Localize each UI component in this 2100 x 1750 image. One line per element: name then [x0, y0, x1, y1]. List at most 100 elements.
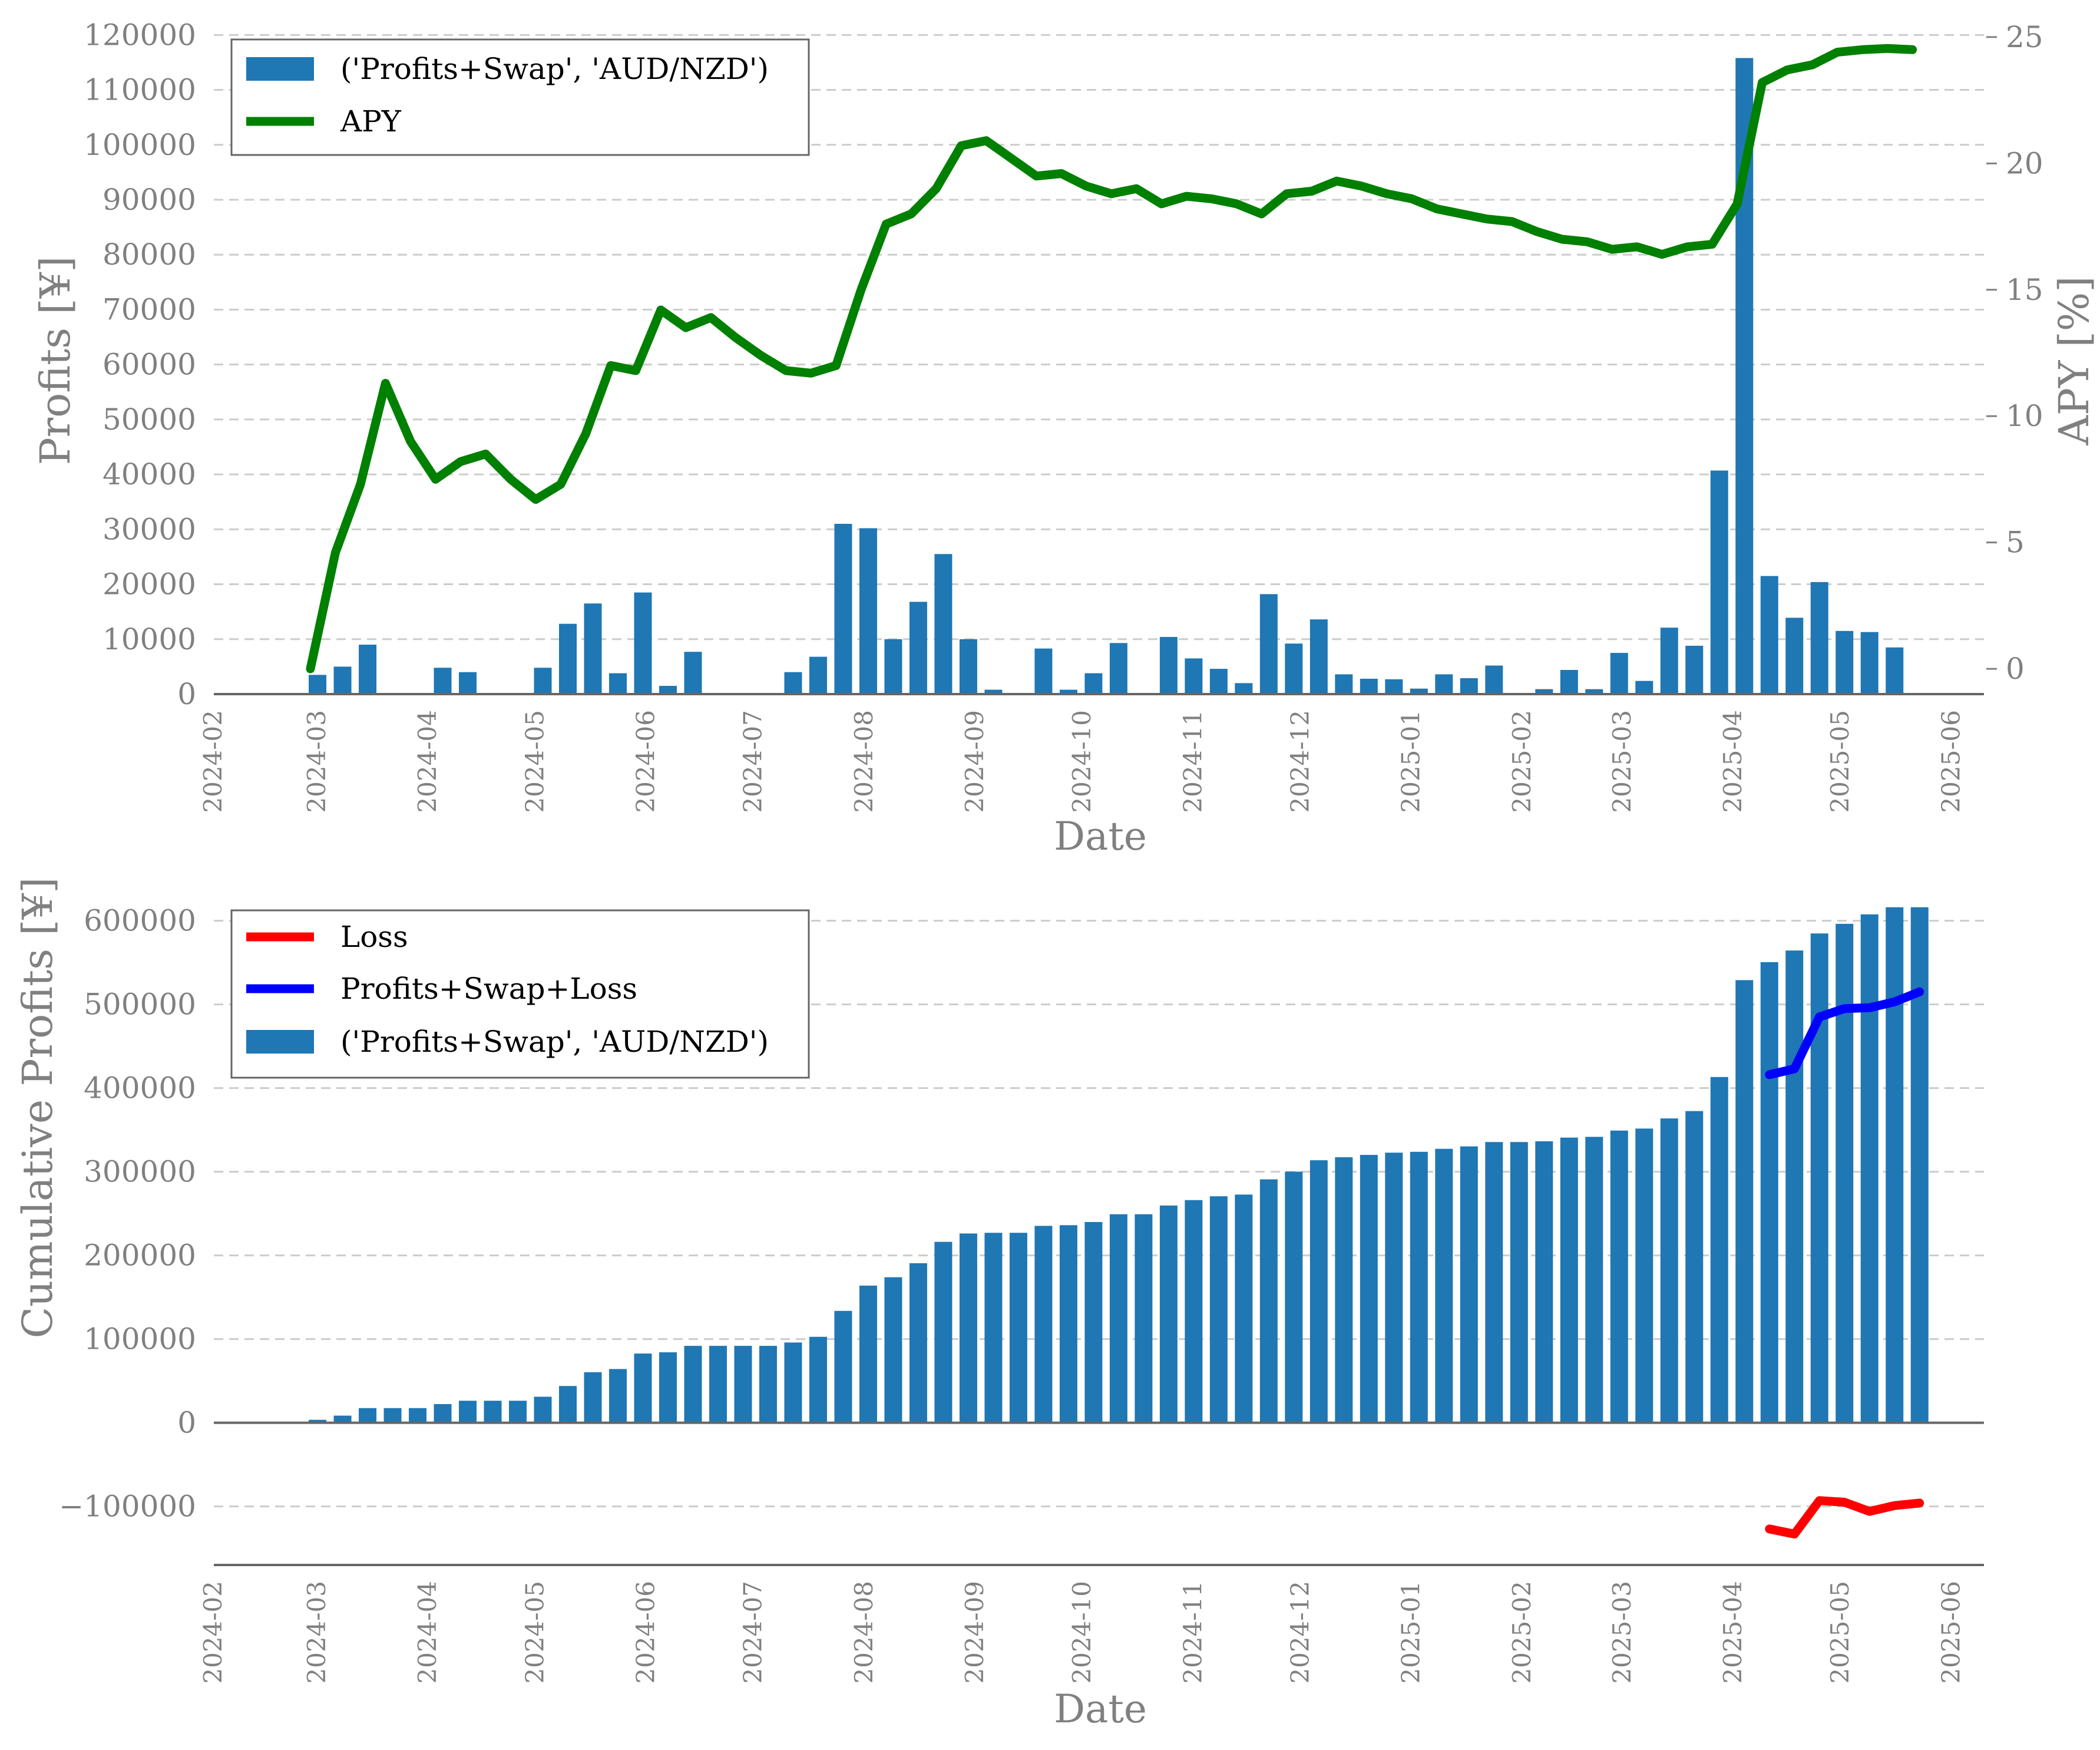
top-y-axis-label: Profits [¥] — [31, 256, 80, 465]
top-y-tick-label: 30000 — [102, 512, 196, 546]
cumulative-profit-bar — [509, 1401, 527, 1423]
top-profit-bar — [1259, 594, 1278, 694]
bottom-x-axis-label: Date — [1054, 1686, 1147, 1732]
top-profit-bar — [459, 672, 477, 694]
cumulative-profit-bar — [959, 1233, 977, 1423]
cumulative-profit-bar — [333, 1415, 352, 1423]
top-profit-bar — [1159, 637, 1178, 694]
cumulative-profit-bar — [1159, 1205, 1178, 1423]
cumulative-profit-bar — [1610, 1130, 1628, 1423]
top-profit-bar — [1435, 674, 1453, 694]
top-profit-bar — [608, 673, 627, 694]
top-x-axis-label: Date — [1054, 814, 1147, 859]
top-profit-bar — [809, 656, 827, 694]
cumulative-profit-bar — [383, 1408, 402, 1423]
x-tick-label: 2024-11 — [1178, 1581, 1207, 1684]
cumulative-profit-bar — [709, 1346, 727, 1423]
cumulative-profit-bar — [1109, 1214, 1127, 1423]
cumulative-profit-bar — [608, 1369, 627, 1423]
top-y-tick-label: 110000 — [84, 73, 196, 107]
cumulative-profit-bar — [1785, 950, 1804, 1423]
cumulative-profit-bar — [884, 1277, 902, 1423]
top-profit-bar — [1185, 658, 1203, 694]
bottom-y-tick-label: 400000 — [84, 1071, 196, 1105]
x-tick-label: 2024-07 — [739, 1581, 768, 1684]
cumulative-profit-bar — [1685, 1111, 1704, 1423]
top-profit-bar — [434, 668, 452, 694]
top-legend-label-apy: APY — [340, 104, 402, 138]
cumulative-profit-bar — [1410, 1151, 1428, 1423]
top-bars — [309, 58, 1904, 694]
cumulative-profit-bar — [434, 1404, 452, 1423]
x-tick-label: 2024-11 — [1178, 710, 1207, 813]
top-profit-bar — [634, 592, 652, 694]
top-profit-bar — [1335, 674, 1353, 694]
top-y2-tick-label: 0 — [2006, 652, 2025, 686]
top-y-tick-label: 40000 — [102, 457, 196, 491]
bottom-y-tick-labels: −100000 0 100000 200000 300000 400000 500000 60… — [59, 904, 196, 1524]
top-profit-bar — [1084, 673, 1103, 694]
cumulative-profit-bar — [409, 1408, 427, 1423]
cumulative-profit-bar — [459, 1401, 477, 1423]
top-y-tick-label: 0 — [177, 677, 196, 711]
cumulative-profit-bar — [1735, 980, 1754, 1423]
x-tick-label: 2025-06 — [1936, 1581, 1965, 1684]
cumulative-profit-bar — [1535, 1141, 1553, 1423]
top-legend: ('Profits+Swap', 'AUD/NZD') APY — [230, 38, 810, 156]
cumulative-profit-bar — [359, 1408, 377, 1423]
top-legend-label-profits-swap: ('Profits+Swap', 'AUD/NZD') — [340, 52, 769, 86]
x-tick-label: 2025-01 — [1397, 1581, 1426, 1684]
x-tick-label: 2024-09 — [960, 710, 989, 813]
top-profit-bar — [1785, 618, 1804, 694]
top-profit-bar — [1760, 576, 1778, 694]
cumulative-profit-bar — [1560, 1137, 1578, 1423]
top-profit-bar — [534, 668, 552, 694]
top-profit-bar — [1309, 619, 1328, 694]
top-profit-bar — [1109, 643, 1127, 694]
cumulative-profit-bar — [1209, 1196, 1228, 1423]
x-tick-label: 2025-04 — [1718, 1581, 1747, 1684]
cumulative-profit-bar — [309, 1419, 327, 1423]
bottom-y-tick-label: 500000 — [84, 988, 196, 1022]
top-y-tick-label: 60000 — [102, 348, 196, 382]
top-profit-bar — [333, 666, 352, 694]
top-y-tick-label: 90000 — [102, 183, 196, 217]
top-profit-bar — [1685, 645, 1704, 694]
top-y2-tick-label: 15 — [2006, 273, 2043, 307]
x-tick-label: 2025-02 — [1507, 1581, 1536, 1684]
apy-line — [306, 44, 1917, 673]
top-y-tick-label: 70000 — [102, 292, 196, 326]
top-profit-bar — [959, 639, 977, 694]
cumulative-profit-bar — [1084, 1221, 1103, 1423]
cumulative-profit-bar — [1034, 1226, 1053, 1423]
bottom-y-tick-label: 600000 — [84, 904, 196, 938]
cumulative-profit-bar — [1886, 907, 1904, 1423]
cumulative-profit-bar — [634, 1353, 652, 1423]
cumulative-profit-bar — [984, 1233, 1003, 1423]
x-tick-label: 2024-10 — [1067, 710, 1096, 813]
top-legend-frame — [230, 38, 810, 156]
cumulative-profit-bar — [1585, 1137, 1603, 1423]
x-tick-label: 2024-12 — [1285, 1581, 1314, 1684]
cumulative-profit-bar — [534, 1396, 552, 1423]
top-profit-bar — [1660, 628, 1678, 694]
cumulative-profit-bar — [1009, 1233, 1027, 1423]
top-profit-bar — [934, 554, 953, 694]
x-tick-label: 2025-04 — [1718, 710, 1747, 813]
cumulative-profit-bar — [859, 1285, 877, 1423]
cumulative-profit-bar — [1135, 1214, 1153, 1423]
bottom-y-tick-label: 200000 — [84, 1239, 196, 1273]
top-profit-bar — [1585, 689, 1603, 694]
cumulative-profit-bar — [1360, 1155, 1378, 1423]
top-y2-tick-label: 10 — [2006, 399, 2043, 433]
top-profit-bar — [309, 675, 327, 694]
top-profit-bar — [1285, 643, 1303, 694]
bottom-y-axis-label: Cumulative Profits [¥] — [14, 877, 62, 1339]
bottom-bars — [309, 907, 1929, 1423]
cumulative-profit-bar — [1435, 1148, 1453, 1423]
cumulative-profit-bar — [734, 1346, 752, 1423]
top-profit-bar — [659, 686, 677, 694]
cumulative-profit-bar — [1860, 914, 1879, 1423]
